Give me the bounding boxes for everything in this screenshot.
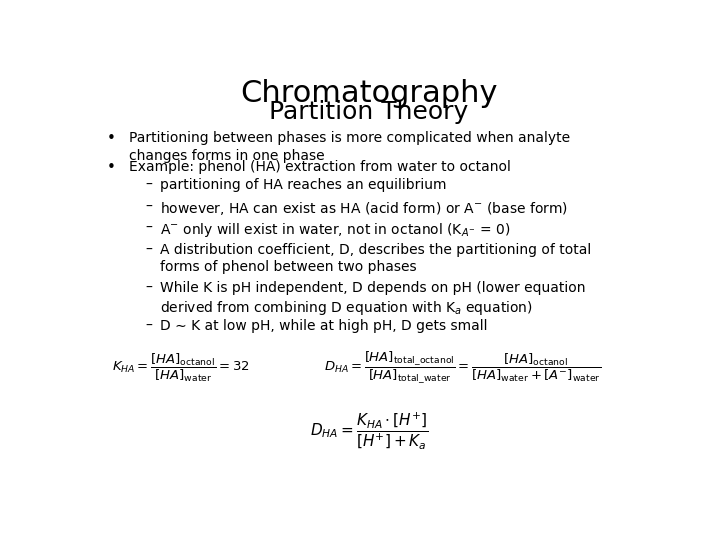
- Text: A$^{-}$ only will exist in water, not in octanol (K$_{A^{-}}$ = 0): A$^{-}$ only will exist in water, not in…: [160, 221, 510, 239]
- Text: however, HA can exist as HA (acid form) or A$^{-}$ (base form): however, HA can exist as HA (acid form) …: [160, 199, 568, 217]
- Text: –: –: [145, 178, 153, 192]
- Text: $D_{HA} = \dfrac{K_{HA}\cdot[H^{+}]}{[H^{+}]+K_{a}}$: $D_{HA} = \dfrac{K_{HA}\cdot[H^{+}]}{[H^…: [310, 410, 428, 451]
- Text: Example: phenol (HA) extraction from water to octanol: Example: phenol (HA) extraction from wat…: [129, 160, 511, 173]
- Text: $K_{HA} = \dfrac{[HA]_{\mathrm{octanol}}}{[HA]_{\mathrm{water}}} = 32$: $K_{HA} = \dfrac{[HA]_{\mathrm{octanol}}…: [112, 352, 250, 384]
- Text: While K is pH independent, D depends on pH (lower equation
derived from combinin: While K is pH independent, D depends on …: [160, 281, 585, 317]
- Text: –: –: [145, 221, 153, 235]
- Text: $D_{HA} = \dfrac{[HA]_{\mathrm{total\_octanol}}}{[HA]_{\mathrm{total\_water}}} =: $D_{HA} = \dfrac{[HA]_{\mathrm{total\_oc…: [324, 350, 601, 387]
- Text: partitioning of HA reaches an equilibrium: partitioning of HA reaches an equilibriu…: [160, 178, 446, 192]
- Text: •: •: [107, 160, 116, 174]
- Text: Partition Theory: Partition Theory: [269, 100, 469, 124]
- Text: –: –: [145, 243, 153, 256]
- Text: –: –: [145, 319, 153, 333]
- Text: D ∼ K at low pH, while at high pH, D gets small: D ∼ K at low pH, while at high pH, D get…: [160, 319, 487, 333]
- Text: •: •: [107, 131, 116, 146]
- Text: Partitioning between phases is more complicated when analyte
changes forms in on: Partitioning between phases is more comp…: [129, 131, 570, 163]
- Text: –: –: [145, 281, 153, 295]
- Text: A distribution coefficient, D, describes the partitioning of total
forms of phen: A distribution coefficient, D, describes…: [160, 243, 591, 274]
- Text: Chromatography: Chromatography: [240, 79, 498, 109]
- Text: –: –: [145, 199, 153, 213]
